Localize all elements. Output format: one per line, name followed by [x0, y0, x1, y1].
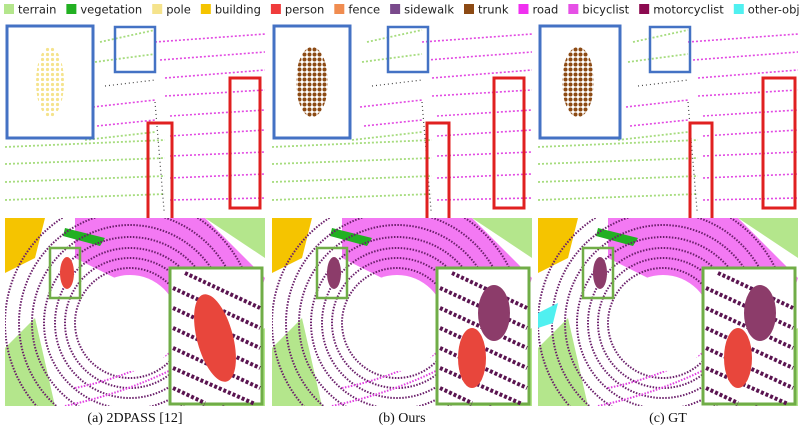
- legend-swatch: [639, 4, 650, 14]
- legend-swatch: [390, 4, 401, 14]
- panel-top: [272, 22, 532, 222]
- legend-swatch: [200, 4, 211, 14]
- legend-swatch: [568, 4, 579, 14]
- panel-caption: (b) Ours: [378, 411, 425, 426]
- legend-swatch: [66, 4, 77, 14]
- legend-label: person: [285, 3, 324, 17]
- captions: (a) 2DPASS [12] (b) Ours (c) GT: [87, 411, 687, 426]
- panel-top: [5, 22, 265, 222]
- legend-swatch: [4, 4, 14, 14]
- legend-label: terrain: [18, 3, 56, 17]
- legend-swatch: [464, 4, 474, 14]
- panel-top: [538, 22, 798, 222]
- legend-label: bicyclist: [582, 3, 629, 17]
- legend-label: road: [532, 3, 558, 17]
- panel-caption: (c) GT: [649, 411, 687, 426]
- legend-swatch: [334, 4, 345, 14]
- legend-label: building: [215, 3, 261, 17]
- legend-label: sidewalk: [404, 3, 454, 17]
- legend-label: trunk: [478, 3, 509, 17]
- legend-label: vegetation: [80, 3, 142, 17]
- legend-swatch: [518, 4, 529, 14]
- legend: terrain vegetation pole building person fence…: [4, 3, 800, 17]
- panel-bottom: [272, 198, 532, 430]
- legend-swatch: [270, 4, 281, 14]
- legend-label: other-object: [748, 3, 800, 17]
- legend-label: pole: [166, 3, 191, 17]
- panel-bottom: [538, 198, 798, 430]
- panel-bottom: [5, 198, 265, 430]
- legend-label: motorcyclist: [653, 3, 724, 17]
- legend-swatch: [152, 4, 163, 14]
- panel-caption: (a) 2DPASS [12]: [87, 411, 182, 426]
- legend-swatch: [733, 4, 744, 14]
- legend-label: fence: [348, 3, 380, 17]
